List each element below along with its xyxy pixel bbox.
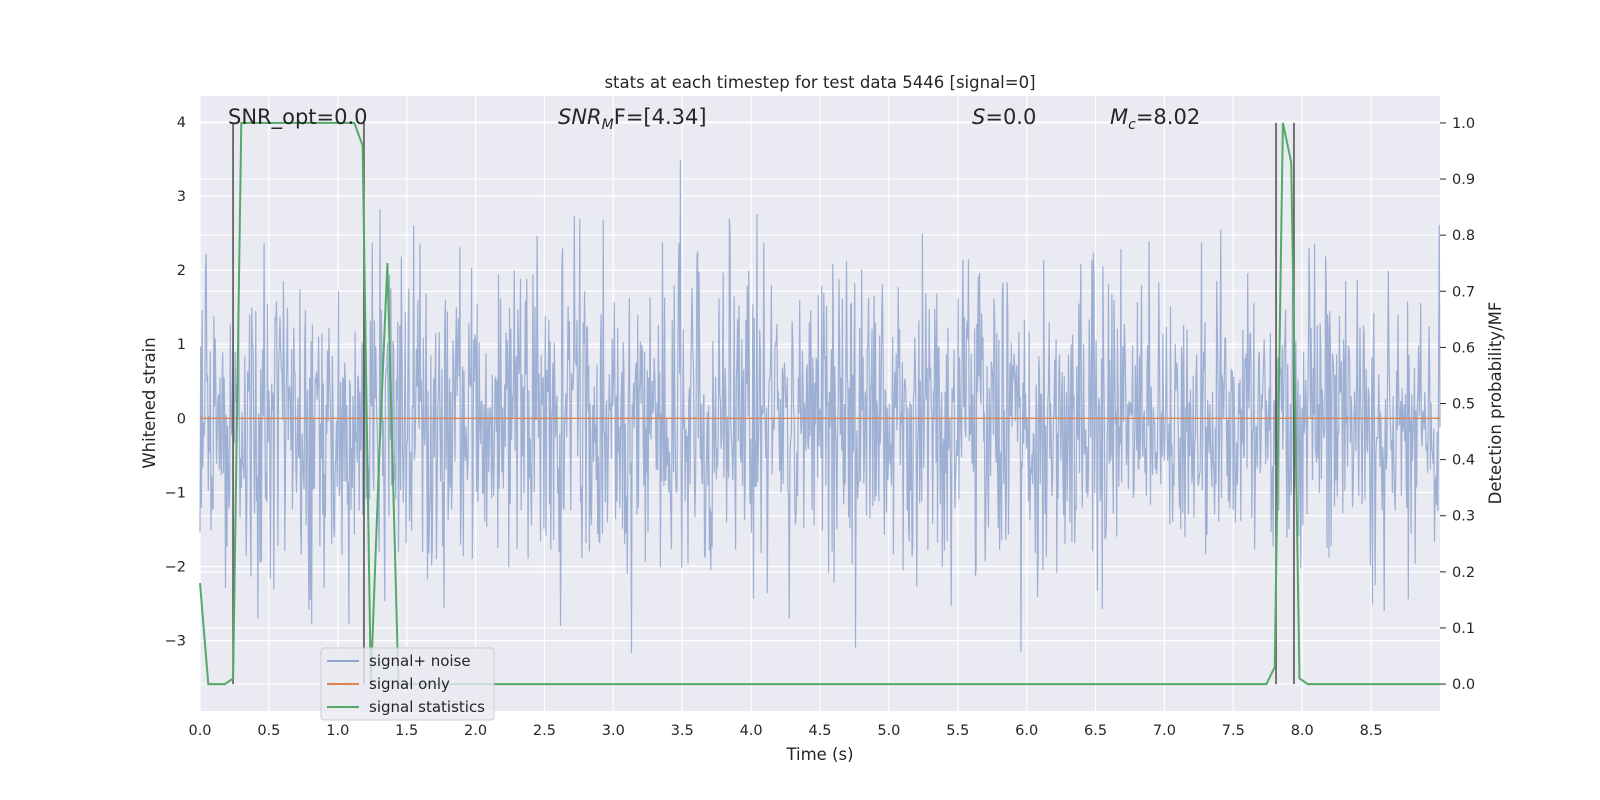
x-tick-label: 4.0 — [740, 723, 763, 739]
ticks: 0.0 0.5 1.0 1.5 2.0 2.5 3.0 3.5 4.0 4.5 5.0 5.5 6.0 6… — [165, 115, 1475, 739]
legend-label-signal-only: signal only — [369, 675, 450, 693]
mc-value: =8.02 — [1136, 105, 1200, 129]
y-tick-label: 1 — [177, 337, 186, 353]
s-value: =0.0 — [985, 105, 1036, 129]
y2-tick-label: 0.2 — [1452, 565, 1475, 581]
x-tick-label: 2.0 — [464, 723, 487, 739]
x-tick-label: 2.5 — [533, 723, 556, 739]
x-tick-label: 8.5 — [1360, 723, 1383, 739]
y2-tick-label: 0.8 — [1452, 228, 1475, 244]
x-tick-label: 4.5 — [808, 723, 831, 739]
x-axis-label: Time (s) — [785, 745, 853, 764]
x-tick-label: 3.0 — [602, 723, 625, 739]
y2-tick-label: 0.9 — [1452, 172, 1475, 188]
mc-subscript: c — [1128, 117, 1136, 133]
y2-tick-label: 0.4 — [1452, 453, 1475, 469]
x-tick-label: 6.5 — [1084, 723, 1107, 739]
plot-data — [199, 121, 1441, 686]
y2-tick-label: 0.1 — [1452, 621, 1475, 637]
snr-mf-subscript: M — [602, 117, 614, 133]
y2-tick-label: 0.5 — [1452, 397, 1475, 413]
y-tick-label: 3 — [177, 189, 186, 205]
y2-tick-label: 0.7 — [1452, 284, 1475, 300]
x-tick-label: 3.5 — [671, 723, 694, 739]
mc-symbol: M — [1110, 105, 1128, 129]
s-symbol: S — [972, 105, 985, 129]
legend-label-signal-noise: signal+ noise — [369, 652, 471, 670]
y2-tick-label: 1.0 — [1452, 116, 1475, 132]
y2-tick-label: 0.6 — [1452, 340, 1475, 356]
y2-tick-label: 0.0 — [1452, 677, 1475, 693]
mc-annotation: Mc=8.02 — [1110, 105, 1200, 133]
x-tick-label: 6.0 — [1015, 723, 1038, 739]
legend: signal+ noise signal only signal statist… — [320, 647, 495, 721]
x-tick-label: 8.0 — [1291, 723, 1314, 739]
x-tick-label: 7.0 — [1153, 723, 1176, 739]
snr-opt-annotation: SNR_opt=0.0 — [228, 105, 368, 130]
y2-tick-label: 0.3 — [1452, 509, 1475, 525]
x-tick-label: 5.5 — [946, 723, 969, 739]
x-tick-label: 1.0 — [326, 723, 349, 739]
legend-frame — [320, 647, 495, 721]
y-tick-label: 0 — [177, 411, 186, 427]
y-tick-label: 2 — [177, 263, 186, 279]
series-signal-statistics — [199, 121, 1440, 686]
snr-mf-annotation: SNRMF=[4.34] — [558, 105, 707, 133]
legend-label-signal-statistics: signal statistics — [369, 698, 485, 716]
x-tick-label: 7.5 — [1222, 723, 1245, 739]
x-tick-label: 0.0 — [188, 723, 211, 739]
y2-axis-label: Detection probability/MF — [1486, 302, 1505, 505]
series-signal-noise — [199, 160, 1441, 654]
y-tick-label: −1 — [165, 485, 186, 501]
snr-mf-suffix: F=[4.34] — [614, 105, 707, 129]
y-tick-label: −2 — [165, 560, 186, 576]
y-tick-label: 4 — [177, 115, 186, 131]
x-tick-label: 5.0 — [877, 723, 900, 739]
y-axis-label: Whitened strain — [140, 337, 159, 468]
x-tick-label: 0.5 — [257, 723, 280, 739]
x-tick-label: 1.5 — [395, 723, 418, 739]
s-annotation: S=0.0 — [972, 105, 1036, 129]
snr-mf-symbol: SNR — [558, 105, 602, 129]
chart-title: stats at each timestep for test data 544… — [604, 73, 1035, 92]
y-tick-label: −3 — [165, 634, 186, 650]
